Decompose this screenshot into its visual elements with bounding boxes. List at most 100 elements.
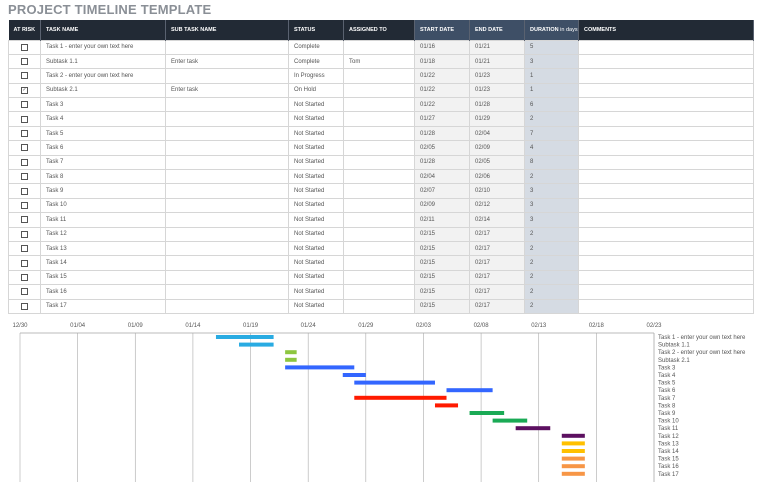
duration-cell[interactable]: 3 <box>524 183 579 199</box>
subtask-cell[interactable] <box>165 298 289 314</box>
duration-cell[interactable]: 2 <box>524 111 579 127</box>
end-date-cell[interactable]: 02/04 <box>469 125 525 142</box>
subtask-cell[interactable] <box>165 240 289 257</box>
at-risk-checkbox[interactable] <box>8 183 41 199</box>
end-date-cell[interactable]: 02/14 <box>469 212 525 228</box>
end-date-cell[interactable]: 02/06 <box>469 169 525 185</box>
comments-cell[interactable] <box>578 269 754 286</box>
subtask-cell[interactable] <box>165 39 289 55</box>
assigned-cell[interactable]: Tom <box>343 53 415 70</box>
status-cell[interactable]: Not Started <box>288 97 344 113</box>
task-name-cell[interactable]: Task 4 <box>40 111 166 127</box>
assigned-cell[interactable] <box>343 240 415 257</box>
end-date-cell[interactable]: 02/12 <box>469 197 525 214</box>
status-cell[interactable]: Not Started <box>288 269 344 286</box>
comments-cell[interactable] <box>578 183 754 199</box>
task-name-cell[interactable]: Task 10 <box>40 197 166 214</box>
assigned-cell[interactable] <box>343 197 415 214</box>
comments-cell[interactable] <box>578 197 754 214</box>
subtask-cell[interactable] <box>165 169 289 185</box>
status-cell[interactable]: Not Started <box>288 154 344 171</box>
subtask-cell[interactable] <box>165 197 289 214</box>
start-date-cell[interactable]: 02/15 <box>414 240 470 257</box>
end-date-cell[interactable]: 02/17 <box>469 226 525 242</box>
status-cell[interactable]: Not Started <box>288 284 344 300</box>
end-date-cell[interactable]: 01/28 <box>469 97 525 113</box>
at-risk-checkbox[interactable] <box>8 240 41 257</box>
at-risk-checkbox[interactable] <box>8 154 41 171</box>
status-cell[interactable]: Not Started <box>288 298 344 314</box>
subtask-cell[interactable] <box>165 140 289 156</box>
task-name-cell[interactable]: Task 6 <box>40 140 166 156</box>
at-risk-checkbox[interactable] <box>8 97 41 113</box>
subtask-cell[interactable] <box>165 68 289 84</box>
duration-cell[interactable]: 2 <box>524 169 579 185</box>
status-cell[interactable]: Not Started <box>288 226 344 242</box>
end-date-cell[interactable]: 02/17 <box>469 298 525 314</box>
duration-cell[interactable]: 6 <box>524 97 579 113</box>
assigned-cell[interactable] <box>343 125 415 142</box>
assigned-cell[interactable] <box>343 269 415 286</box>
start-date-cell[interactable]: 02/15 <box>414 269 470 286</box>
start-date-cell[interactable]: 02/15 <box>414 284 470 300</box>
duration-cell[interactable]: 8 <box>524 154 579 171</box>
assigned-cell[interactable] <box>343 255 415 271</box>
comments-cell[interactable] <box>578 169 754 185</box>
at-risk-checkbox[interactable] <box>8 298 41 314</box>
start-date-cell[interactable]: 01/22 <box>414 68 470 84</box>
end-date-cell[interactable]: 01/29 <box>469 111 525 127</box>
comments-cell[interactable] <box>578 53 754 70</box>
status-cell[interactable]: Not Started <box>288 140 344 156</box>
start-date-cell[interactable]: 01/27 <box>414 111 470 127</box>
at-risk-checkbox[interactable] <box>8 68 41 84</box>
comments-cell[interactable] <box>578 240 754 257</box>
duration-cell[interactable]: 3 <box>524 212 579 228</box>
task-name-cell[interactable]: Task 7 <box>40 154 166 171</box>
assigned-cell[interactable] <box>343 39 415 55</box>
assigned-cell[interactable] <box>343 226 415 242</box>
checkbox[interactable] <box>21 216 28 224</box>
comments-cell[interactable] <box>578 154 754 171</box>
duration-cell[interactable]: 3 <box>524 197 579 214</box>
assigned-cell[interactable] <box>343 140 415 156</box>
comments-cell[interactable] <box>578 97 754 113</box>
start-date-cell[interactable]: 02/05 <box>414 140 470 156</box>
subtask-cell[interactable] <box>165 226 289 242</box>
end-date-cell[interactable]: 01/23 <box>469 68 525 84</box>
start-date-cell[interactable]: 01/22 <box>414 82 470 99</box>
status-cell[interactable]: Complete <box>288 53 344 70</box>
checkbox[interactable] <box>21 173 28 181</box>
status-cell[interactable]: Not Started <box>288 169 344 185</box>
status-cell[interactable]: Not Started <box>288 240 344 257</box>
task-name-cell[interactable]: Task 8 <box>40 169 166 185</box>
at-risk-checkbox[interactable] <box>8 255 41 271</box>
checkbox[interactable] <box>21 115 28 123</box>
status-cell[interactable]: Not Started <box>288 111 344 127</box>
duration-cell[interactable]: 2 <box>524 298 579 314</box>
end-date-cell[interactable]: 01/21 <box>469 53 525 70</box>
status-cell[interactable]: Not Started <box>288 255 344 271</box>
start-date-cell[interactable]: 01/18 <box>414 53 470 70</box>
duration-cell[interactable]: 2 <box>524 226 579 242</box>
task-name-cell[interactable]: Task 12 <box>40 226 166 242</box>
comments-cell[interactable] <box>578 284 754 300</box>
at-risk-checkbox[interactable] <box>8 212 41 228</box>
status-cell[interactable]: Complete <box>288 39 344 55</box>
assigned-cell[interactable] <box>343 284 415 300</box>
subtask-cell[interactable] <box>165 212 289 228</box>
end-date-cell[interactable]: 01/21 <box>469 39 525 55</box>
at-risk-checkbox[interactable] <box>8 111 41 127</box>
at-risk-checkbox[interactable] <box>8 197 41 214</box>
comments-cell[interactable] <box>578 125 754 142</box>
checkbox[interactable] <box>21 230 28 238</box>
status-cell[interactable]: Not Started <box>288 212 344 228</box>
end-date-cell[interactable]: 02/17 <box>469 255 525 271</box>
duration-cell[interactable]: 2 <box>524 269 579 286</box>
task-name-cell[interactable]: Task 1 - enter your own text here <box>40 39 166 55</box>
at-risk-checkbox[interactable] <box>8 39 41 55</box>
comments-cell[interactable] <box>578 39 754 55</box>
start-date-cell[interactable]: 02/04 <box>414 169 470 185</box>
checkbox[interactable] <box>21 72 28 80</box>
end-date-cell[interactable]: 02/17 <box>469 240 525 257</box>
at-risk-checkbox[interactable] <box>8 284 41 300</box>
